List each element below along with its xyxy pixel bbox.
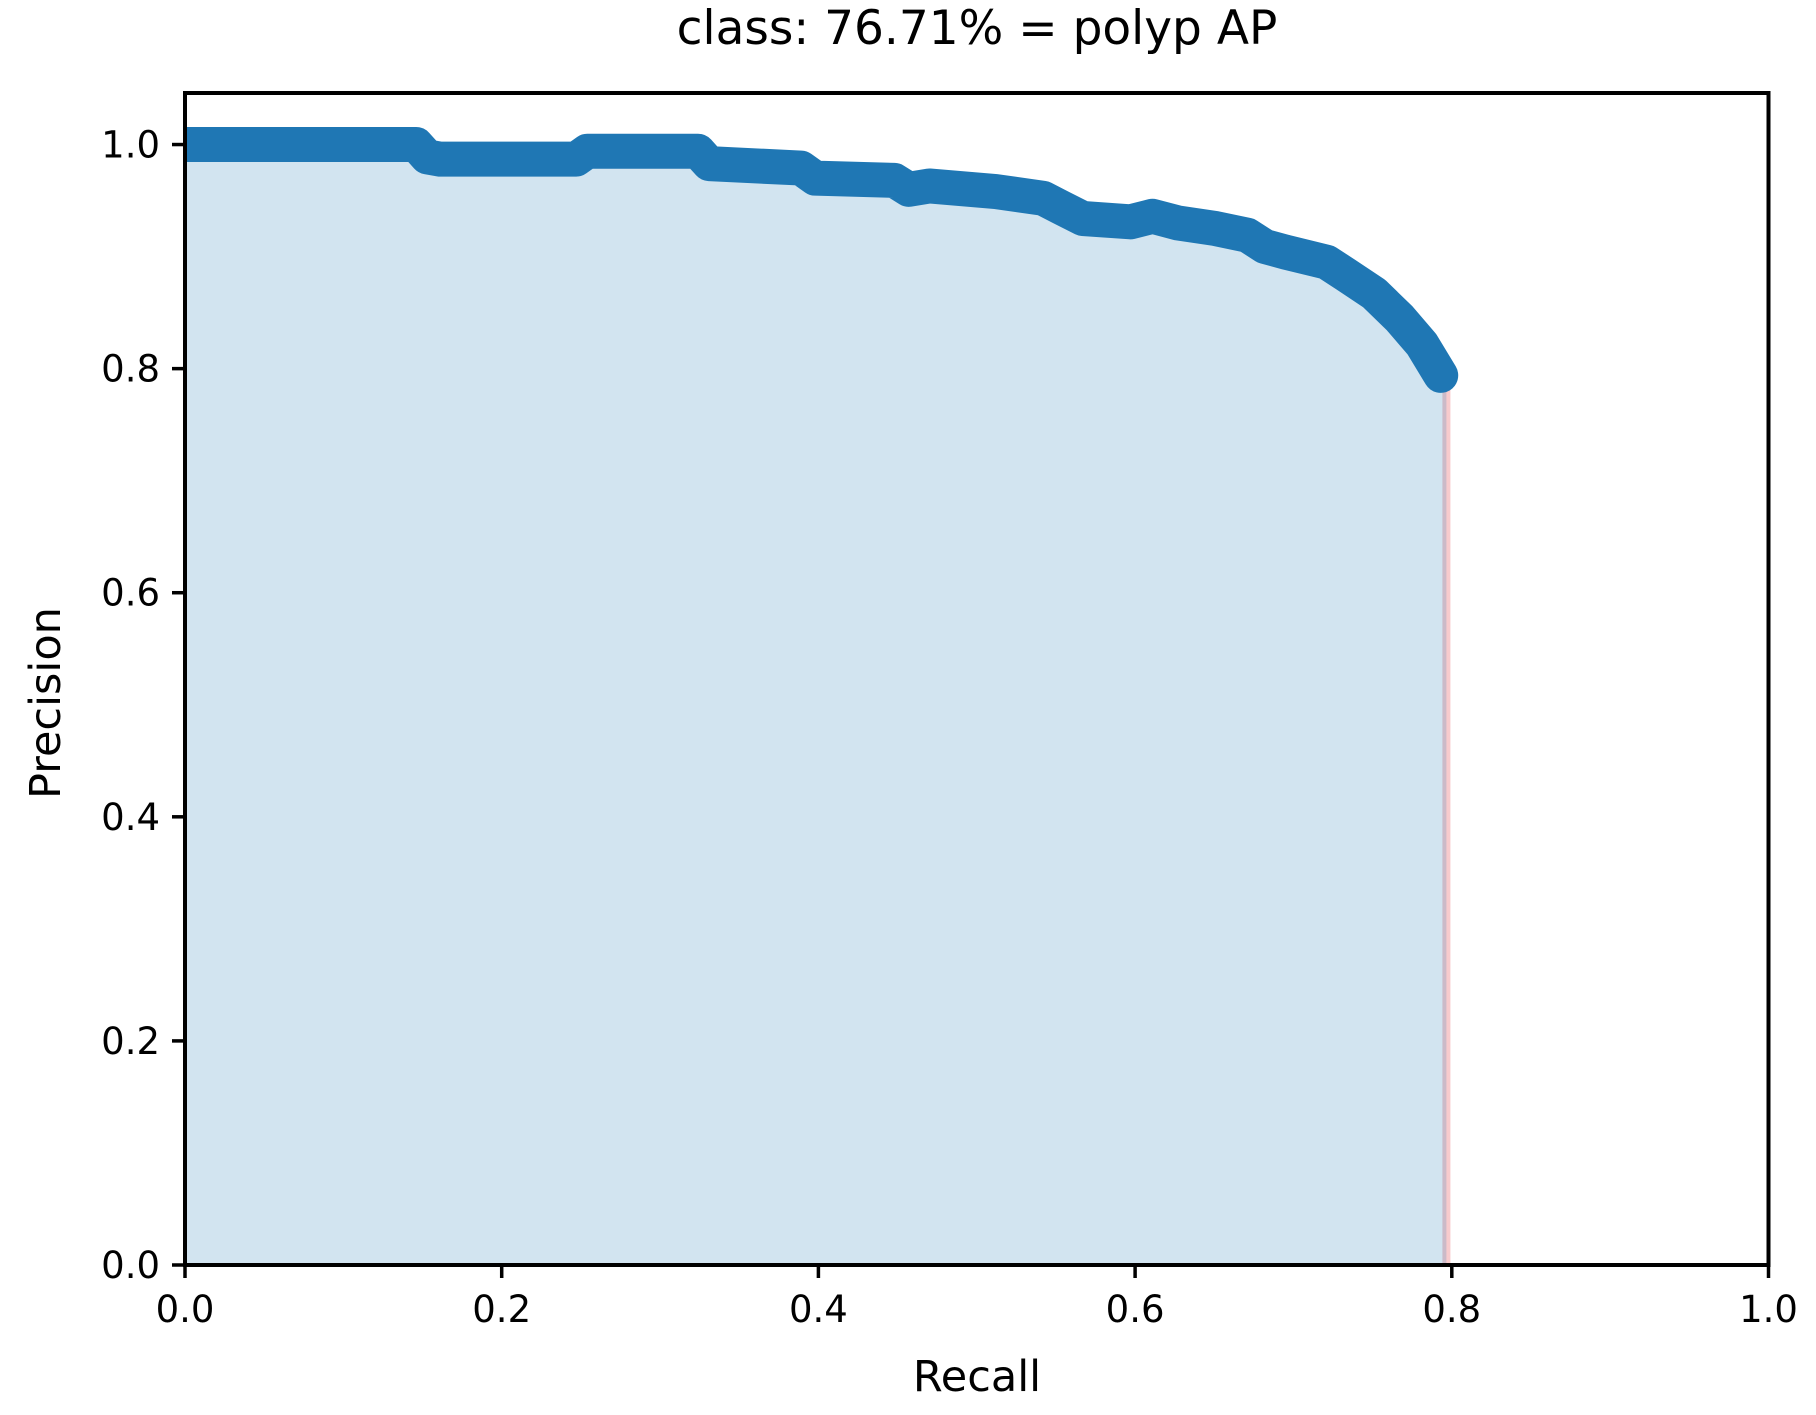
x-tick-label: 0.8 xyxy=(1422,1288,1481,1331)
pr-curve-line xyxy=(185,127,1459,393)
x-tick-label: 0.6 xyxy=(1106,1288,1165,1331)
y-tick-label: 0.2 xyxy=(101,1020,160,1063)
chart-title: class: 76.71% = polyp AP xyxy=(676,1,1278,56)
x-tick-label: 0.2 xyxy=(472,1288,531,1331)
y-tick-label: 0.4 xyxy=(101,796,160,839)
x-tick-label: 1.0 xyxy=(1739,1288,1798,1331)
x-axis-label: Recall xyxy=(912,1352,1042,1402)
x-tick-label: 0.0 xyxy=(156,1288,215,1331)
y-tick-label: 1.0 xyxy=(101,124,160,167)
axes-frame xyxy=(183,91,1771,1267)
x-tick-label: 0.4 xyxy=(789,1288,848,1331)
y-tick-label: 0.8 xyxy=(101,348,160,391)
pr-curve-area xyxy=(185,144,1447,1265)
y-tick-label: 0.0 xyxy=(101,1244,160,1287)
plot-area xyxy=(185,127,1459,1265)
y-tick-label: 0.6 xyxy=(101,572,160,615)
